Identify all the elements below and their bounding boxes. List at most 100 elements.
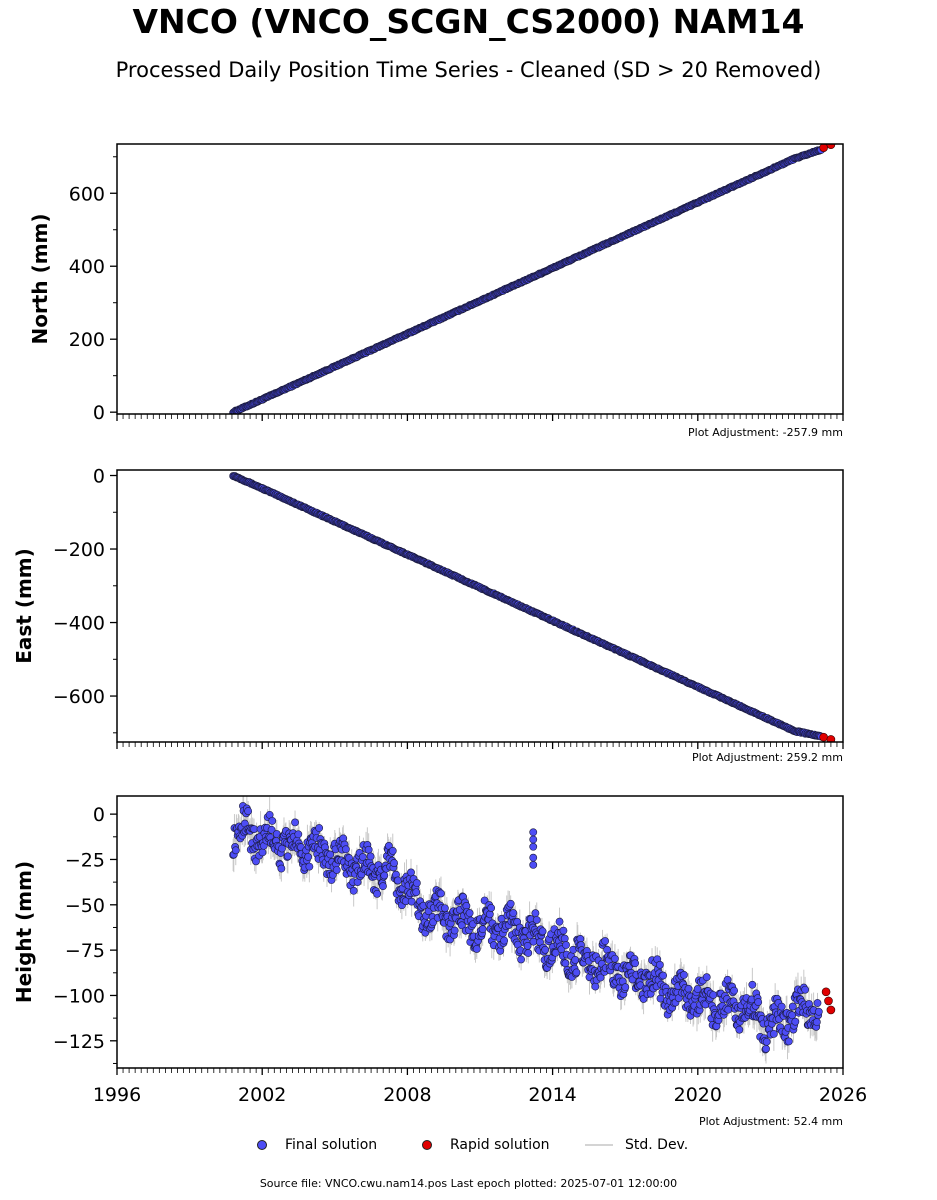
final-solution-point [596, 973, 605, 982]
legend-rapid: Rapid solution [422, 1137, 550, 1153]
final-solution-point [532, 916, 541, 924]
final-solution-point [485, 910, 494, 919]
final-solution-point [478, 925, 487, 934]
final-solution-point [784, 1037, 793, 1046]
legend-std-label: Std. Dev. [625, 1137, 689, 1153]
final-solution-point [769, 1029, 778, 1038]
final-solution-point [730, 986, 739, 995]
height-xtick-label: 2014 [528, 1084, 576, 1106]
rapid-solution-point [826, 1005, 836, 1015]
height-xtick-label: 2026 [819, 1084, 867, 1106]
final-solution-point [500, 936, 509, 945]
final-solution-point [524, 949, 533, 957]
final-solution-point [680, 970, 688, 979]
height-xtick-label: 2008 [383, 1084, 431, 1106]
final-solution-point [231, 846, 240, 855]
east-final-points [229, 472, 826, 741]
final-solution-point [250, 825, 258, 833]
height-final-points [229, 802, 823, 1054]
final-solution-point [791, 1017, 800, 1026]
east-ytick-label: −600 [53, 686, 105, 708]
legend-std: Std. Dev. [585, 1137, 688, 1153]
final-solution-point [506, 899, 515, 908]
final-solution-point [531, 909, 540, 918]
height-panel: 0 −25 −50 −75 −100 −125 1996 2002 2008 2014 2020 20… [12, 795, 867, 1128]
east-ytick-label: −200 [53, 539, 105, 561]
final-solution-point [412, 888, 421, 897]
final-solution-point [724, 1005, 733, 1014]
final-solution-point [304, 853, 312, 861]
north-plot-area [229, 144, 836, 414]
final-solution-point [440, 904, 449, 913]
final-solution-point [366, 852, 375, 861]
north-ytick-label: 600 [69, 183, 105, 205]
final-solution-outlier [529, 828, 538, 837]
final-solution-point [693, 985, 702, 993]
final-solution-point [407, 897, 416, 906]
final-solution-point [541, 945, 550, 954]
final-solution-point [487, 904, 496, 912]
final-solution-point [631, 959, 639, 968]
final-solution-point [332, 866, 341, 874]
final-solution-point [349, 886, 358, 895]
page-subtitle: Processed Daily Position Time Series - C… [115, 58, 822, 82]
final-solution-point [283, 852, 292, 861]
rapid-solution-point [826, 735, 836, 742]
final-solution-point [390, 859, 398, 867]
final-solution-point [267, 825, 276, 834]
final-solution-outlier [529, 853, 538, 862]
height-ytick-label: −100 [53, 985, 105, 1007]
final-solution-point [450, 926, 459, 935]
final-solution-point [788, 1011, 796, 1020]
north-ytick-label: 400 [69, 256, 105, 278]
height-ytick-label: 0 [93, 804, 105, 826]
height-ytick-label: −50 [65, 895, 105, 917]
final-solution-point [407, 868, 415, 877]
rapid-solution-point [819, 144, 828, 152]
final-solution-point [358, 853, 367, 861]
final-solution-point [388, 846, 397, 855]
final-solution-point [560, 934, 569, 943]
east-plot-area [229, 472, 836, 742]
final-solution-point [555, 917, 564, 926]
final-solution-point [517, 955, 525, 964]
final-solution-point [258, 848, 267, 857]
final-solution-outlier [529, 842, 538, 851]
final-solution-point [621, 983, 630, 992]
final-solution-point [551, 948, 560, 957]
final-solution-point [813, 999, 822, 1007]
final-solution-point [801, 985, 810, 994]
height-xtick-label: 1996 [93, 1084, 141, 1106]
legend-rapid-label: Rapid solution [450, 1137, 550, 1153]
legend: Final solution Rapid solution Std. Dev. [0, 1137, 937, 1157]
legend-std-line [585, 1144, 613, 1146]
final-solution-point [777, 1002, 786, 1011]
final-solution-point [572, 968, 581, 977]
height-xtick-label: 2002 [238, 1084, 286, 1106]
final-solution-point [562, 941, 570, 949]
final-solution-point [655, 960, 664, 969]
rapid-solution-point [821, 987, 831, 997]
rapid-solution-point [819, 732, 828, 742]
final-solution-point [538, 927, 547, 936]
final-solution-point [812, 1018, 821, 1026]
final-solution-point [559, 926, 568, 935]
final-solution-outlier [529, 835, 538, 844]
final-solution-point [364, 845, 373, 854]
east-ytick-label: −400 [53, 613, 105, 635]
final-solution-point [291, 818, 299, 827]
page-title: VNCO (VNCO_SCGN_CS2000) NAM14 [132, 2, 805, 41]
final-solution-point [412, 879, 421, 887]
legend-final-label: Final solution [285, 1137, 378, 1153]
height-plot-adjustment: Plot Adjustment: 52.4 mm [699, 1115, 843, 1128]
east-ytick-label: 0 [93, 466, 105, 488]
final-solution-point [659, 971, 668, 980]
legend-rapid-marker [422, 1140, 432, 1150]
final-solution-point [315, 824, 324, 832]
final-solution-point [380, 871, 389, 880]
final-solution-point [465, 909, 474, 917]
final-solution-point [754, 998, 763, 1006]
final-solution-point [373, 889, 382, 898]
height-xtick-label: 2020 [674, 1084, 722, 1106]
final-solution-point [457, 921, 466, 930]
